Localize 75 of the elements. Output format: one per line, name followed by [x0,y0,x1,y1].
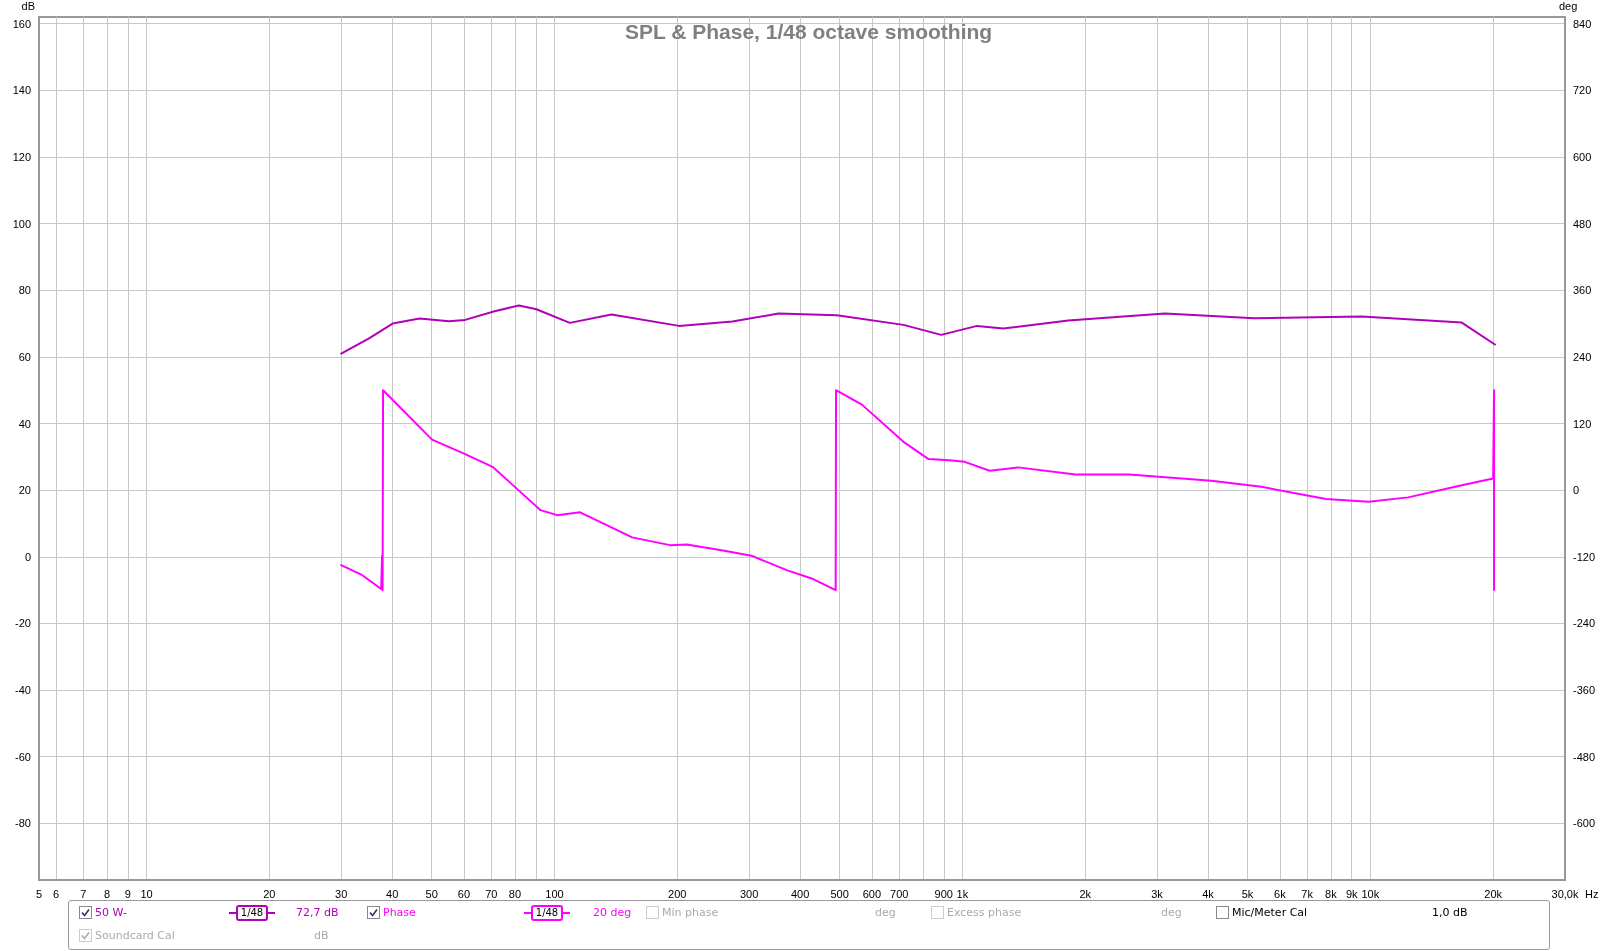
x-tick-label: 5 [35,887,43,900]
x-tick-label: 9k [1345,887,1358,900]
y-tick-label: -40 [15,684,31,697]
x-tick-label: 80 [508,887,522,900]
y2-tick-label: 120 [1573,417,1592,430]
text: 72,7 dB [296,906,339,919]
text: dB [314,929,329,942]
text: 20 deg [593,906,632,919]
x-tick-label: 6 [52,887,60,900]
text: Soundcard Cal [95,929,175,942]
y2-tick-label: -120 [1573,550,1596,563]
text: Mic/Meter Cal [1232,906,1308,919]
y-tick-label: 20 [18,484,31,497]
x-tick-label: 30,0k [1551,887,1579,900]
x-tick-label: 4k [1202,887,1215,900]
x-tick-label: 7 [80,887,87,900]
x-tick-label: 6k [1274,887,1287,900]
text: Excess phase [947,906,1022,919]
y2-axis-title: deg [1559,0,1578,12]
text: deg [875,906,896,919]
x-tick-label: 700 [890,887,909,900]
y2-tick-label: 360 [1573,284,1592,297]
y-tick-label: 0 [24,550,31,563]
x-tick-label: 20 [263,887,276,900]
y2-tick-label: 240 [1573,350,1592,363]
y-tick-label: -20 [15,617,31,630]
y-tick-label: 120 [12,150,31,163]
x-tick-label: 10 [140,887,153,900]
x-tick-label: 20k [1484,887,1503,900]
x-tick-label: 7k [1301,887,1314,900]
y-tick-label: 60 [18,350,31,363]
y2-tick-label: -480 [1573,750,1596,763]
x-tick-label: 600 [862,887,882,900]
y-tick-label: 40 [18,417,31,430]
x-axis-title: Hz [1585,887,1599,900]
y2-tick-label: 0 [1573,484,1580,497]
x-tick-label: 60 [457,887,471,900]
y-tick-label: -60 [15,750,31,763]
x-tick-label: 300 [739,887,759,900]
y-tick-label: 140 [12,84,31,97]
text: 1,0 dB [1432,906,1468,919]
y2-tick-label: 720 [1573,84,1592,97]
x-tick-label: 8k [1325,887,1338,900]
x-tick-label: 900 [934,887,953,900]
text: deg [1161,906,1182,919]
x-tick-label: 100 [545,887,564,900]
x-tick-label: 3k [1151,887,1164,900]
text: Phase [383,906,416,919]
y2-tick-label: 840 [1573,17,1592,30]
y2-tick-label: -600 [1573,817,1596,830]
x-tick-label: 9 [124,887,131,900]
x-tick-label: 10k [1361,887,1380,900]
y2-tick-label: 480 [1573,217,1592,230]
text: 50 W- [95,906,127,919]
x-tick-label: 50 [425,887,438,900]
x-tick-label: 1k [956,887,969,900]
x-tick-label: 70 [485,887,498,900]
x-tick-label: 40 [386,887,399,900]
text: Min phase [662,906,719,919]
x-tick-label: 30 [335,887,348,900]
y-axis-title: dB [21,0,35,12]
y-tick-label: 100 [12,217,31,230]
chart-title: SPL & Phase, 1/48 octave smoothing [624,20,993,43]
x-tick-label: 200 [668,887,687,900]
x-tick-label: 2k [1079,887,1092,900]
x-tick-label: 8 [103,887,111,900]
y2-tick-label: -240 [1573,617,1596,630]
y-tick-label: 160 [12,17,31,30]
y-tick-label: -80 [15,817,31,830]
y2-tick-label: -360 [1573,684,1596,697]
x-tick-label: 5k [1241,887,1254,900]
y-tick-label: 80 [18,284,31,297]
x-tick-label: 500 [830,887,849,900]
y2-tick-label: 600 [1573,150,1592,163]
x-tick-label: 400 [790,887,810,900]
